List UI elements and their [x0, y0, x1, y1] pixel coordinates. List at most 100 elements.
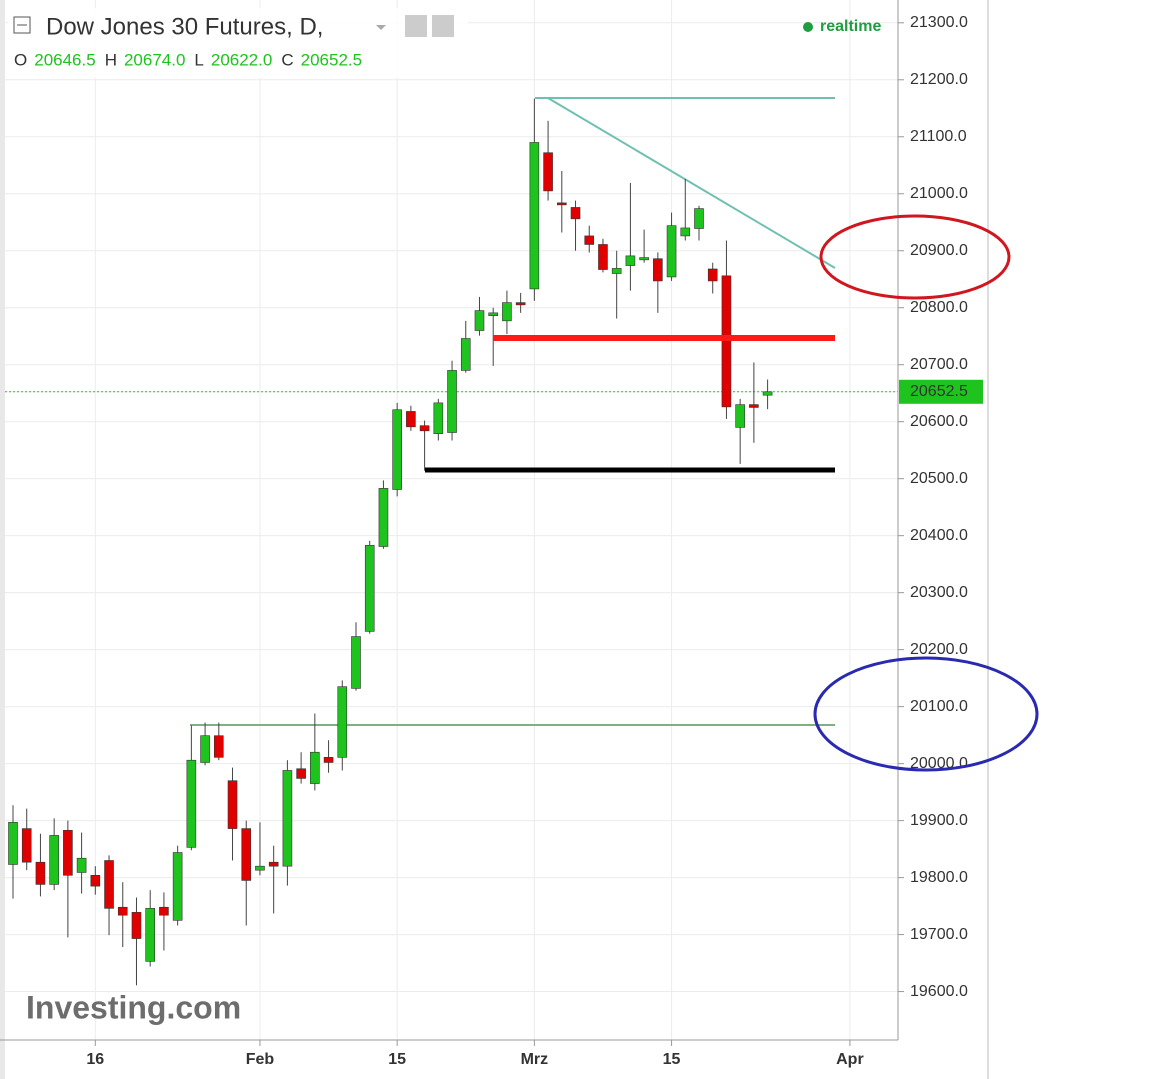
candle-body [694, 208, 704, 229]
candle-body [351, 636, 361, 689]
x-tick-label: Mrz [521, 1051, 549, 1068]
candle-body [502, 302, 512, 322]
candle-body [447, 370, 457, 433]
candle-body [241, 828, 252, 881]
candle-body [310, 751, 320, 784]
x-tick-label: Apr [836, 1051, 864, 1068]
candle-body [227, 780, 238, 829]
candle-body [762, 391, 773, 396]
candle-body [282, 770, 293, 867]
y-tick-label: 20100.0 [910, 698, 968, 715]
candle-body [460, 338, 471, 371]
candle-body [104, 860, 114, 909]
y-tick-label: 19700.0 [910, 926, 968, 943]
candle-body [584, 235, 595, 245]
ohlc-value: 20652.5 [301, 50, 362, 69]
header-bg [8, 8, 468, 78]
y-tick-label: 19800.0 [910, 869, 968, 886]
left-edge [0, 0, 5, 1079]
candle-body [570, 207, 581, 220]
y-tick-label: 20400.0 [910, 527, 968, 544]
ohlc-header: O 20646.5 H 20674.0 L 20622.0 C 20652.5 [14, 50, 362, 69]
status-dot [803, 22, 813, 32]
candle-body [296, 768, 306, 779]
drawn-trendline [547, 97, 836, 269]
ohlc-label: C [281, 50, 293, 69]
candle-body [433, 402, 444, 434]
y-tick-label: 20200.0 [910, 641, 968, 658]
candle-body [49, 835, 59, 885]
candle-body [392, 409, 402, 490]
candle-body [749, 404, 759, 408]
ohlc-value: 20622.0 [211, 50, 272, 69]
y-tick-label: 21000.0 [910, 185, 968, 202]
chart-title: Dow Jones 30 Futures, D, [46, 13, 323, 40]
x-tick-label: 15 [663, 1051, 681, 1068]
candle-body [721, 275, 732, 408]
ohlc-label: O [14, 50, 27, 69]
visibility-icon[interactable] [405, 15, 427, 37]
axes: 19600.019700.019800.019900.020000.020100… [86, 14, 983, 1068]
y-tick-label: 20700.0 [910, 356, 968, 373]
candle-body [666, 225, 677, 278]
candle-body [90, 875, 101, 887]
collapse-icon[interactable] [13, 16, 31, 34]
x-tick-label: Feb [246, 1051, 275, 1068]
candle-body [159, 906, 169, 916]
candle-body [145, 908, 155, 962]
candle-body [268, 861, 279, 867]
candle-body [735, 404, 745, 428]
y-tick-label: 19900.0 [910, 812, 968, 829]
candle-body [543, 152, 553, 192]
candle-body [337, 686, 348, 758]
y-tick-label: 21100.0 [910, 128, 967, 145]
candle-body [63, 829, 73, 876]
candle-body [639, 257, 649, 261]
candle-body [488, 312, 499, 317]
candle-body [707, 268, 718, 282]
candle-body [680, 227, 691, 237]
candle-body [529, 142, 540, 290]
ohlc-value: 20674.0 [124, 50, 185, 69]
candles [8, 98, 773, 986]
y-tick-label: 19600.0 [910, 983, 968, 1000]
candle-body [76, 857, 87, 873]
y-tick-label: 21200.0 [910, 71, 968, 88]
candle-body [419, 425, 430, 432]
candle-body [598, 244, 608, 270]
logo: Investing.com [26, 989, 241, 1025]
candle-body [8, 822, 18, 865]
candle-body [214, 735, 224, 758]
candle-body [474, 310, 485, 331]
candle-body [131, 912, 142, 939]
drawn-ellipse [819, 214, 1011, 300]
ohlc-value: 20646.5 [34, 50, 95, 69]
drawn-ellipse [813, 656, 1039, 772]
candle-body [625, 255, 636, 266]
candle-body [323, 757, 334, 763]
y-tick-label: 20500.0 [910, 470, 968, 487]
status: realtime [820, 18, 881, 35]
candle-body [35, 861, 46, 885]
y-tick-label: 20900.0 [910, 242, 968, 259]
candle-body [611, 268, 622, 274]
y-tick-label: 20600.0 [910, 413, 968, 430]
last-price-marker [899, 379, 983, 404]
x-tick-label: 15 [388, 1051, 406, 1068]
candle-body [406, 411, 416, 428]
candle-body [200, 735, 210, 763]
candle-body [556, 202, 567, 206]
candle-body [653, 258, 663, 282]
candle-body [515, 302, 526, 306]
settings-icon[interactable] [432, 15, 454, 37]
dropdown-icon[interactable] [376, 25, 386, 30]
candle-body [21, 828, 32, 863]
y-tick-label: 20300.0 [910, 584, 968, 601]
candle-body [255, 865, 265, 871]
y-tick-label: 20800.0 [910, 299, 968, 316]
candle-body [117, 906, 128, 916]
candle-body [172, 852, 183, 921]
candle-body [364, 545, 375, 632]
